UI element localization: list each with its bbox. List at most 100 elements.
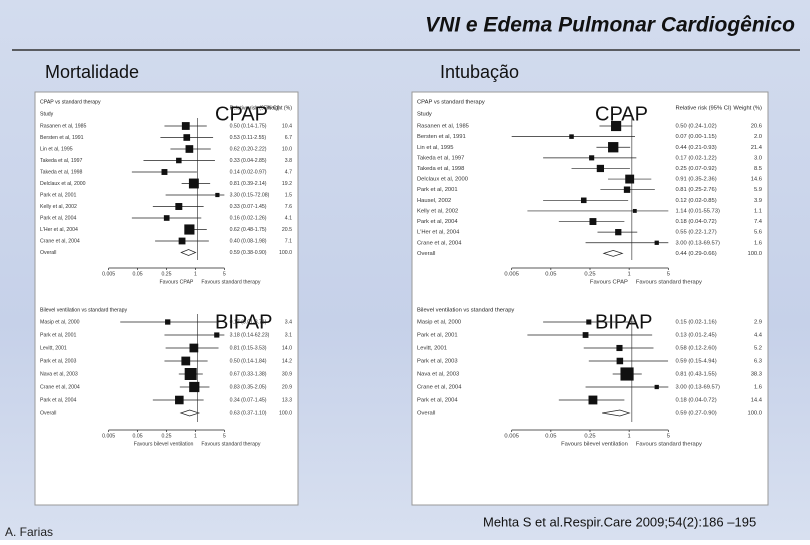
study-name: Bersten et al, 1991	[40, 135, 84, 141]
weight: 3.9	[754, 198, 762, 204]
study-name: Nava et al, 2003	[40, 371, 78, 377]
rr-ci: 0.91 (0.35-2.36)	[675, 177, 716, 183]
weight: 19.2	[282, 181, 292, 187]
study-name: Lin et al, 1995	[40, 146, 73, 152]
study-name: Rasanen et al, 1985	[417, 124, 469, 130]
rr-ci: 0.63 (0.37-1.10)	[230, 410, 267, 416]
rr-ci: 0.34 (0.07-1.45)	[230, 397, 267, 403]
axis-tick-label: 5	[223, 433, 226, 439]
rr-ci: 0.16 (0.02-1.26)	[230, 215, 267, 221]
study-name: Masip et al, 2000	[40, 319, 80, 325]
axis-tick-label: 0.25	[584, 434, 595, 440]
weight: 3.0	[754, 155, 762, 161]
rr-ci: 0.44 (0.29-0.66)	[675, 251, 716, 257]
weight-square	[620, 367, 634, 381]
weight: 5.2	[754, 346, 762, 352]
weight-square	[176, 157, 182, 164]
weight-square	[616, 344, 623, 352]
rr-ci: 0.50 (0.14-1.75)	[230, 123, 267, 129]
rr-ci: 0.40 (0.08-1.98)	[230, 238, 267, 244]
weight-square	[214, 332, 220, 338]
axis-tick-label: 1	[194, 433, 197, 439]
study-name: Kelly et al, 2002	[40, 204, 77, 210]
weight-square	[569, 134, 574, 139]
study-name: Takeda et al, 1998	[40, 169, 83, 175]
weight: 20.6	[751, 124, 762, 130]
column-heading: Mortalidade	[45, 62, 139, 82]
rr-ci: 0.13 (0.01-2.45)	[675, 333, 716, 339]
panel-title: CPAP vs standard therapy	[417, 100, 485, 106]
panel-title: CPAP vs standard therapy	[40, 99, 101, 105]
study-name: Crane et al, 2004	[417, 240, 462, 246]
rr-ci: 0.18 (0.04-0.72)	[675, 219, 716, 225]
study-name: Delclaux et al, 2000	[40, 181, 86, 187]
study-name: L'Her et al, 2004	[417, 230, 460, 236]
weight: 20.9	[282, 384, 292, 390]
weight-square	[616, 357, 624, 365]
axis-tick-label: 0.005	[504, 434, 519, 440]
panel-title: Bilevel ventilation vs standard therapy	[417, 308, 514, 314]
weight-square	[625, 174, 635, 184]
axis-tick-label: 0.005	[102, 271, 115, 277]
weight: 4.1	[285, 215, 292, 221]
weight-square	[188, 178, 199, 189]
weight-square	[215, 192, 220, 198]
study-name: Takeda et al, 1997	[40, 158, 83, 164]
weight-square	[184, 367, 197, 381]
overall-diamond	[180, 249, 197, 256]
weight-square	[586, 319, 592, 325]
study-name: Hausel, 2002	[417, 198, 451, 204]
rr-ci: 0.17 (0.01-3.71)	[230, 319, 267, 325]
weight-square	[580, 197, 587, 204]
study-name: Park et al, 2001	[40, 332, 76, 338]
weight-square	[596, 164, 605, 173]
study-name: Levitt, 2001	[40, 345, 67, 351]
weight: 100.0	[747, 251, 762, 257]
author: A. Farias	[5, 525, 53, 539]
rr-ci: 0.17 (0.02-1.22)	[675, 155, 716, 161]
weight: 20.5	[282, 227, 292, 233]
citation: Mehta S et al.Respir.Care 2009;54(2):186…	[483, 514, 756, 529]
axis-tick-label: 1	[194, 271, 197, 277]
rr-ci: 0.53 (0.11-2.55)	[230, 135, 267, 141]
rr-ci: 3.18 (0.14-62.23)	[230, 332, 270, 338]
weight-square	[163, 215, 170, 221]
favours-label: Favours standard therapy	[201, 441, 261, 447]
study-name: Crane et al, 2004	[40, 238, 80, 244]
weight-square	[181, 356, 191, 366]
study-name: Park et al, 2003	[40, 358, 76, 364]
weight: 1.5	[285, 192, 292, 198]
figure-panel	[411, 91, 769, 506]
axis-tick-label: 0.05	[133, 433, 143, 439]
weight: 3.1	[285, 332, 292, 338]
weight: 1.1	[754, 208, 762, 214]
axis-tick-label: 0.005	[102, 433, 115, 439]
rr-ci: 0.14 (0.02-0.97)	[230, 169, 267, 175]
rr-ci: 3.30 (0.15-72.08)	[230, 192, 270, 198]
study-name: Park et al, 2004	[417, 398, 458, 404]
weight-square	[654, 240, 659, 245]
study-name: Levitt, 2001	[417, 346, 447, 352]
weight: 5.6	[754, 230, 762, 236]
rr-ci: 0.50 (0.14-1.84)	[230, 358, 267, 364]
weight-square	[623, 186, 631, 193]
rr-ci: 0.62 (0.20-2.22)	[230, 146, 267, 152]
rr-ci: 0.81 (0.25-2.76)	[675, 187, 716, 193]
rr-ci: 0.15 (0.02-1.16)	[675, 320, 716, 326]
weight-square	[608, 142, 619, 153]
study-name: Rasanen et al, 1985	[40, 123, 87, 129]
column-heading: Intubação	[440, 62, 519, 82]
rr-ci: 0.81 (0.39-2.14)	[230, 181, 267, 187]
weight-square	[185, 145, 194, 153]
weight: 2.0	[754, 134, 762, 140]
study-name: L'Her et al, 2004	[40, 227, 78, 233]
study-name: Park et al, 2001	[417, 187, 458, 193]
weight: 4.4	[754, 333, 763, 339]
weight: 10.0	[282, 146, 292, 152]
weight: 38.3	[751, 372, 762, 378]
rr-ci: 0.59 (0.15-4.94)	[675, 359, 716, 365]
study-name: Takeda et al, 1997	[417, 155, 464, 161]
col-header: Study	[40, 111, 54, 117]
